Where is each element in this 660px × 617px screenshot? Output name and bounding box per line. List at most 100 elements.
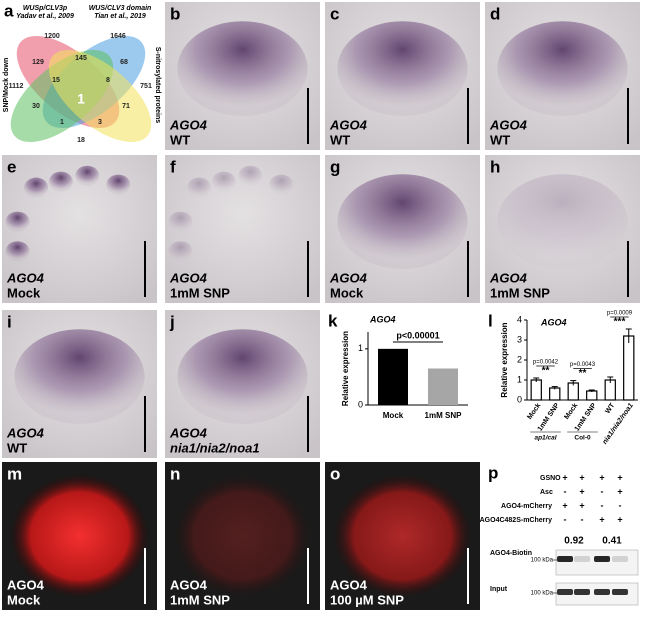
- p-value: p=0.0009: [607, 311, 633, 317]
- gene-label: AGO4: [169, 117, 208, 132]
- venn-count: 145: [75, 55, 87, 62]
- stained-tissue: [75, 165, 100, 186]
- venn-count: 1: [60, 119, 64, 126]
- row-label: GSNO: [540, 475, 561, 482]
- gene-label: AGO4: [330, 577, 368, 592]
- stained-tissue: [269, 174, 294, 195]
- row-label: Asc: [540, 489, 553, 496]
- stained-tissue: [497, 174, 628, 269]
- venn-count: 1112: [9, 83, 24, 90]
- treatment-sign: -: [581, 514, 584, 524]
- venn-count: 15: [52, 77, 60, 84]
- treatment-sign: -: [564, 514, 567, 524]
- band-ratio: 0.41: [602, 536, 622, 547]
- gene-label: AGO4: [329, 270, 368, 285]
- significance-stars: **: [542, 366, 550, 377]
- treatment-sign: +: [579, 472, 584, 482]
- panel-letter: j: [169, 312, 175, 331]
- bar: [567, 382, 579, 401]
- set-title: WUS/CLV3 domain: [89, 5, 152, 12]
- x-tick-label: WT: [604, 402, 616, 416]
- condition-label: 1mM SNP: [490, 285, 550, 300]
- panel-letter: d: [490, 4, 500, 23]
- stained-tissue: [168, 241, 193, 262]
- condition-label: WT: [7, 440, 27, 455]
- condition-label: WT: [330, 132, 350, 147]
- protein-band: [594, 589, 610, 595]
- significance-stars: ***: [614, 317, 626, 328]
- band-label: AGO4-Biotin: [490, 550, 532, 557]
- y-tick-label: 1: [358, 343, 363, 353]
- venn-count: 3: [98, 119, 102, 126]
- stained-tissue: [24, 177, 49, 198]
- protein-band: [612, 589, 628, 595]
- treatment-sign: -: [564, 486, 567, 496]
- bar: [586, 390, 598, 401]
- y-axis-label: Relative expression: [500, 322, 509, 397]
- stained-tissue: [238, 165, 263, 186]
- fluorescence-signal: [172, 473, 313, 599]
- condition-label: Mock: [330, 285, 364, 300]
- set-title: WUSp/CLV3p: [23, 5, 68, 12]
- treatment-sign: +: [617, 486, 622, 496]
- size-marker: 100 kDa: [531, 558, 554, 564]
- panel-letter: m: [7, 464, 22, 483]
- side-label: SNP/Mock down: [3, 58, 10, 112]
- y-axis-label: Relative expression: [341, 331, 350, 406]
- bar: [428, 368, 458, 405]
- stained-tissue: [5, 241, 30, 262]
- gene-label: AGO4: [6, 270, 45, 285]
- gene-label: AGO4: [7, 577, 45, 592]
- venn-count: 18: [77, 137, 85, 144]
- panel-letter: h: [490, 157, 500, 176]
- treatment-sign: -: [619, 500, 622, 510]
- condition-label: nia1/nia2/noa1: [170, 440, 260, 455]
- panel-letter: i: [7, 312, 12, 331]
- treatment-sign: +: [579, 486, 584, 496]
- row-label: AGO4-mCherry: [501, 503, 552, 510]
- stained-tissue: [211, 171, 236, 192]
- stained-tissue: [14, 329, 145, 424]
- panel-letter: g: [330, 157, 340, 176]
- protein-band: [574, 589, 590, 595]
- y-tick-label: 1: [517, 374, 522, 384]
- size-marker: 100 kDa: [531, 591, 554, 597]
- gene-label: AGO4: [169, 270, 208, 285]
- venn-set: [48, 49, 152, 143]
- treatment-sign: +: [599, 472, 604, 482]
- venn-count: 1: [77, 91, 85, 107]
- stained-tissue: [497, 21, 628, 116]
- venn-count: 1200: [44, 33, 60, 40]
- venn-count: 71: [122, 103, 130, 110]
- condition-label: Mock: [7, 592, 41, 607]
- panel-letter: l: [488, 311, 493, 330]
- bar: [530, 379, 542, 401]
- panel-letter: p: [488, 463, 498, 482]
- protein-band: [612, 556, 628, 562]
- x-tick-label: 1mM SNP: [425, 411, 463, 420]
- condition-label: Mock: [7, 285, 41, 300]
- panel-letter: k: [328, 311, 338, 330]
- venn-count: 8: [106, 77, 110, 84]
- treatment-sign: -: [601, 500, 604, 510]
- fluorescence-signal: [9, 473, 150, 599]
- condition-label: WT: [170, 132, 190, 147]
- gene-label: AGO4: [170, 577, 208, 592]
- stained-tissue: [177, 21, 308, 116]
- venn-count: 1646: [110, 33, 126, 40]
- protein-band: [557, 589, 573, 595]
- venn-count: 68: [120, 59, 128, 66]
- band-ratio: 0.92: [564, 536, 584, 547]
- chart-title: AGO4: [369, 314, 396, 324]
